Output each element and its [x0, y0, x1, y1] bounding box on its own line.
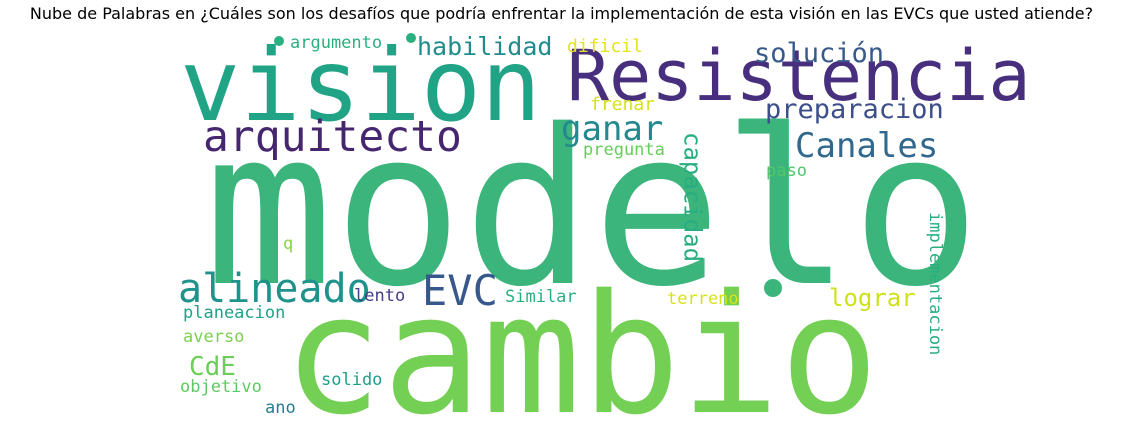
word-implementacion: implementacion [925, 212, 945, 355]
word-solido: solido [321, 370, 382, 390]
chart-title: Nube de Palabras en ¿Cuáles son los desa… [29, 4, 1094, 23]
decorative-dot [274, 36, 284, 46]
word-evc: EVC [422, 266, 498, 315]
word-canales: Canales [795, 126, 938, 166]
decorative-dot [764, 279, 782, 297]
word-lento: lento [354, 286, 405, 306]
word-q: q [283, 234, 293, 254]
word-paso: paso [766, 161, 807, 181]
decorative-dot [406, 33, 416, 43]
word-frenar: frenar [590, 94, 655, 115]
word-ano: ano [265, 398, 296, 418]
word-modelo: modelo [204, 83, 981, 334]
word-lograr: lograr [829, 284, 916, 312]
word-arquitecto: arquitecto [203, 112, 462, 162]
word-capacidad: capacidad [678, 132, 706, 262]
word-similar: Similar [505, 287, 577, 307]
word-cde: CdE [189, 352, 236, 382]
word-argumento: argumento [290, 33, 382, 53]
word-ganar: ganar [561, 109, 663, 149]
word-averso: averso [183, 327, 244, 347]
word-dificil: dificil [567, 36, 643, 57]
word-planeacion: planeacion [183, 303, 285, 323]
word-habilidad: habilidad [417, 32, 552, 61]
word-resistencia: Resistencia [567, 35, 1031, 117]
word-terreno: terreno [667, 289, 739, 309]
word-cambio: cambio [283, 259, 879, 430]
word-objetivo: objetivo [180, 377, 262, 397]
word-preparacion: preparacion [765, 94, 944, 125]
word-vision: vision [180, 27, 541, 144]
word-pregunta: pregunta [583, 140, 665, 160]
word-solucion: solución [754, 38, 884, 69]
word-alineado: alineado [178, 266, 371, 312]
